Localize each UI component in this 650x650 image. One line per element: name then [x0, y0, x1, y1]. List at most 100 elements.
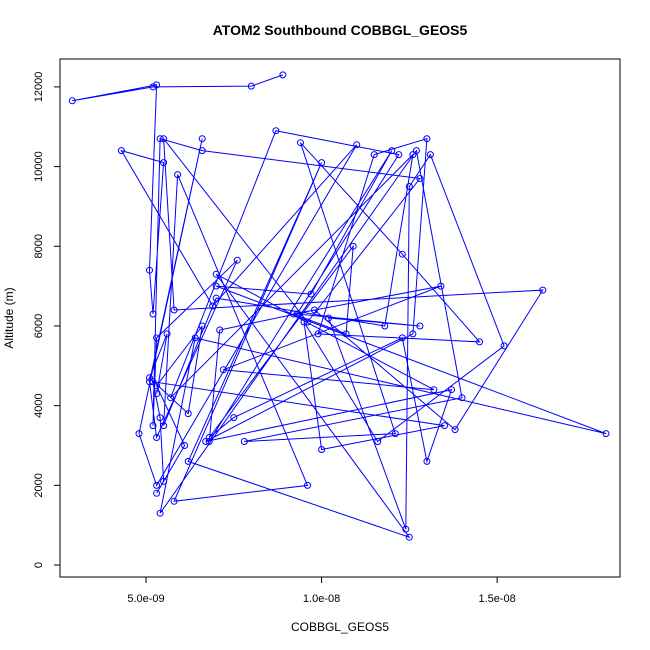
y-tick-label: 4000: [33, 393, 45, 417]
data-point: [153, 481, 161, 489]
data-point: [437, 282, 445, 290]
data-point: [293, 310, 301, 318]
data-point: [448, 386, 455, 394]
data-point: [160, 422, 168, 430]
data-point: [426, 151, 434, 159]
data-point: [370, 151, 378, 159]
data-point: [153, 489, 161, 497]
data-point: [153, 334, 161, 342]
data-point: [307, 290, 315, 298]
data-point: [318, 446, 326, 453]
y-tick-label: 2000: [33, 473, 45, 497]
data-point: [476, 338, 484, 346]
y-tick-label: 6000: [33, 314, 45, 338]
data-point: [423, 457, 431, 465]
data-point: [247, 82, 255, 90]
data-point: [191, 334, 199, 342]
data-point: [233, 256, 241, 264]
data-point: [325, 314, 333, 322]
data-point: [153, 382, 161, 390]
y-tick-label: 10000: [33, 151, 45, 182]
data-point: [230, 414, 238, 422]
data-point: [156, 509, 164, 517]
data-point: [349, 242, 357, 250]
plot-frame: [59, 58, 621, 578]
data-point: [209, 302, 217, 310]
data-point: [146, 266, 153, 274]
data-point: [311, 306, 318, 314]
data-point: [272, 127, 280, 135]
data-point: [300, 318, 308, 326]
data-point: [212, 294, 220, 302]
data-point: [153, 390, 161, 398]
data-point: [153, 434, 161, 441]
data-point: [290, 310, 297, 318]
data-point: [205, 434, 213, 441]
data-point: [212, 282, 220, 290]
data-point: [402, 525, 410, 533]
data-point: [405, 533, 413, 541]
x-tick-label: 1.0e-08: [303, 593, 340, 605]
data-point: [135, 430, 143, 438]
data-point: [163, 330, 171, 338]
data-point: [170, 497, 178, 505]
data-point: [388, 147, 396, 155]
data-point: [398, 334, 406, 342]
data-point: [160, 159, 168, 167]
data-point: [500, 342, 508, 350]
data-point: [441, 422, 448, 430]
data-point: [409, 330, 417, 338]
axes: 5.0e-09 1.0e-08 1.5e-08 0 2000 4000 6000 8000 10…: [33, 72, 516, 605]
data-point: [314, 330, 322, 338]
data-point: [156, 414, 164, 422]
data-point: [202, 438, 210, 445]
data-point: [146, 378, 153, 386]
x-axis-label: COBBGL_GEOS5: [291, 620, 389, 634]
data-point: [304, 318, 311, 326]
y-axis-label: Altitude (m): [2, 287, 16, 348]
data-point: [170, 306, 178, 314]
y-tick-label: 0: [33, 562, 45, 568]
data-point: [219, 366, 227, 374]
data-point: [212, 270, 220, 278]
x-tick-label: 5.0e-09: [127, 593, 164, 605]
data-point: [198, 147, 206, 155]
data-point: [409, 151, 417, 159]
data-point: [117, 147, 125, 155]
data-point: [149, 378, 157, 386]
data-point: [430, 386, 438, 394]
data-point: [353, 141, 361, 149]
data-point: [198, 135, 206, 143]
data-point: [451, 426, 459, 434]
data-point: [156, 135, 164, 143]
data-point: [216, 326, 224, 334]
data-point: [458, 394, 466, 402]
data-point: [539, 286, 547, 294]
data-point: [146, 374, 153, 382]
y-tick-label: 8000: [33, 234, 45, 258]
data-point: [160, 135, 168, 143]
data-point: [395, 151, 403, 159]
data-point: [398, 250, 406, 258]
data-point: [381, 322, 389, 330]
data-point: [412, 147, 420, 155]
data-point: [391, 430, 399, 438]
data-point: [184, 457, 192, 465]
data-point: [240, 438, 248, 445]
data-point: [184, 410, 192, 418]
data-point: [304, 481, 311, 489]
data-point: [423, 135, 431, 143]
data-point: [174, 171, 182, 179]
data-point: [416, 322, 424, 330]
data-point: [297, 139, 304, 147]
data-point: [153, 81, 161, 89]
data-point: [279, 71, 287, 79]
data-point: [205, 438, 213, 445]
y-tick-label: 12000: [33, 72, 45, 103]
x-tick-label: 1.5e-08: [478, 593, 515, 605]
data-point: [342, 330, 350, 338]
data-point: [167, 394, 175, 402]
data-point: [405, 183, 413, 190]
